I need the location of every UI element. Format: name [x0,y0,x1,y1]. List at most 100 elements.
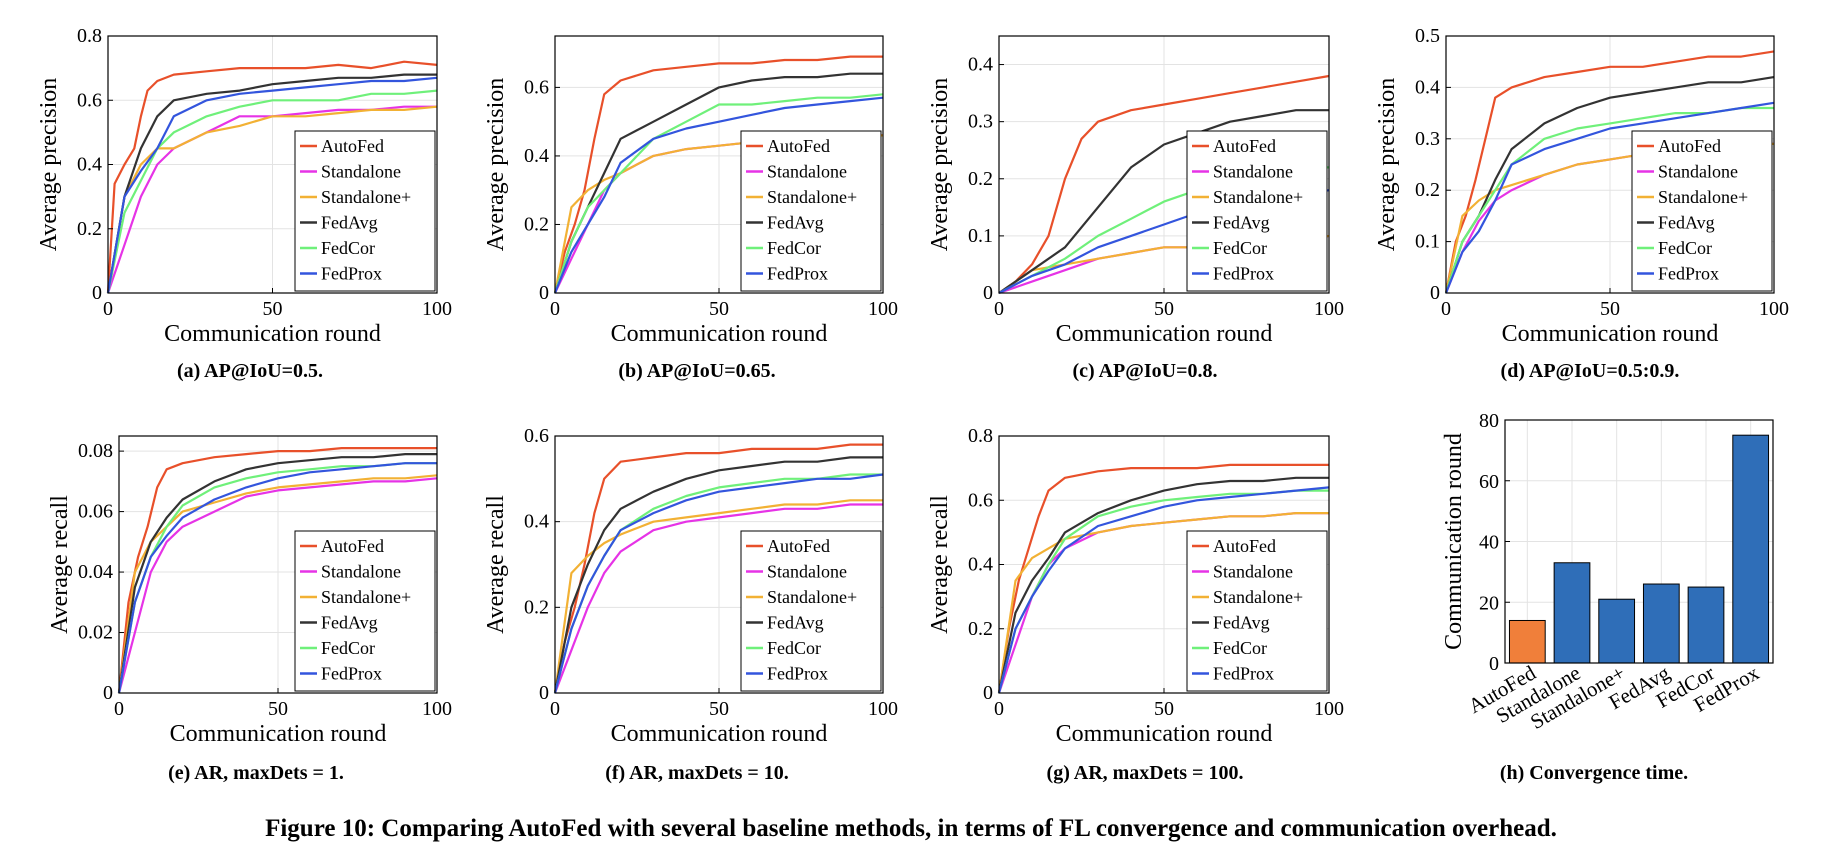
legend: AutoFed Standalone Standalone+ FedAvg FedCor… [294,130,436,292]
legend-label: FedAvg [1658,213,1715,233]
series-line-autofed [106,60,438,294]
y-tick-label: 0.08 [78,440,113,462]
legend-label: FedProx [321,664,382,684]
legend-label: FedAvg [767,213,824,233]
legend: AutoFed Standalone Standalone+ FedAvg FedCor… [294,530,436,692]
legend-label: FedAvg [321,613,378,633]
y-tick-label: 0 [983,282,993,304]
y-tick-label: 0 [983,682,993,704]
legend-label: FedCor [767,638,821,658]
x-axis-label: Communication round [611,321,828,347]
bar-standalone-plus [1598,598,1636,664]
series-line-standalone [553,503,883,694]
x-tick-label: 100 [1314,298,1344,320]
subfigure-caption: (f) AR, maxDets = 10. [605,762,789,784]
legend: AutoFed Standalone Standalone+ FedAvg FedCor… [740,130,882,292]
y-tick-label: 0.5 [1415,25,1440,47]
legend-box [294,130,436,292]
y-tick-label: 0.6 [524,76,549,98]
panel-g: 0 0.2 0.4 0.6 0.8 0 50 100 Communication round Av… [927,425,1344,784]
series-line-standalone [117,477,438,694]
legend: AutoFed Standalone Standalone+ FedAvg FedCor… [1631,130,1773,292]
bar-fedavg [1642,583,1680,664]
subfigure-caption: (g) AR, maxDets = 100. [1047,762,1244,784]
series-line-standalone-plus [553,499,883,694]
subfigure-caption: (d) AP@IoU=0.5:0.9. [1501,360,1680,382]
y-tick-label: 0.4 [524,511,549,533]
legend-label: Standalone+ [1658,187,1748,207]
subfigure-caption: (a) AP@IoU=0.5. [177,360,323,382]
series-line-standalone-plus [997,511,1329,694]
legend-label: Standalone [321,162,401,182]
y-tick-label: 0.4 [968,54,993,76]
x-tick-label: 50 [1154,698,1174,720]
y-tick-label: 0.4 [77,154,102,176]
y-tick-label: 0 [1430,282,1440,304]
legend-label: FedAvg [321,213,378,233]
legend-label: FedCor [1658,238,1712,258]
y-axis-label: Average precision [483,78,509,251]
panel-h: 020406080AutoFedStandaloneStandalone+Fed… [1441,410,1774,784]
y-tick-label: 0.1 [968,225,993,247]
legend-label: Standalone+ [321,187,411,207]
legend-box [1186,530,1328,692]
legend-label: Standalone+ [1213,187,1303,207]
y-tick-label: 0.2 [968,168,993,190]
legend-box [1631,130,1773,292]
y-tick-label: 0.2 [968,618,993,640]
y-tick-label: 0.4 [968,554,993,576]
legend-label: FedProx [1213,664,1274,684]
x-axis-label: Communication round [1502,321,1719,347]
x-tick-label: 100 [422,298,452,320]
panel-e: 0 0.02 0.04 0.06 0.08 0 50 100 Communication rou… [47,435,452,784]
x-tick-label: 50 [268,698,288,720]
y-tick-label: 0.6 [524,425,549,447]
legend-label: Standalone [321,562,401,582]
x-tick-label: 100 [422,698,452,720]
legend-label: FedAvg [1213,213,1270,233]
legend-label: Standalone [767,162,847,182]
x-tick-label: 0 [114,698,124,720]
y-axis-label: Average precision [36,78,62,251]
legend-label: Standalone+ [321,587,411,607]
y-tick-label: 0.8 [968,425,993,447]
legend: AutoFed Standalone Standalone+ FedAvg FedCor… [1186,530,1328,692]
legend-label: AutoFed [767,136,830,156]
series-line-fedprox [553,473,884,694]
subfigure-caption: (b) AP@IoU=0.65. [618,360,775,382]
y-axis-label: Average precision [1374,78,1400,251]
y-tick-label: 60 [1479,471,1499,493]
legend-label: FedProx [1658,264,1719,284]
legend-label: FedProx [1213,264,1274,284]
y-tick-label: 0.2 [524,596,549,618]
series-line-standalone-plus [106,105,438,294]
x-tick-label: 0 [103,298,113,320]
legend-label: Standalone [1213,562,1293,582]
series-line-fedcor [553,93,884,294]
x-tick-label: 100 [1314,698,1344,720]
y-tick-label: 0 [103,682,113,704]
legend-box [1186,130,1328,292]
x-tick-label: 0 [550,298,560,320]
legend-box [740,530,882,692]
subfigure-caption: (h) Convergence time. [1500,762,1688,784]
legend-label: FedProx [767,264,828,284]
legend-label: AutoFed [1658,136,1721,156]
legend: AutoFed Standalone Standalone+ FedAvg FedCor… [1186,130,1328,292]
legend-box [740,130,882,292]
y-axis-label: Average recall [927,495,953,634]
series-line-fedprox [106,76,438,294]
legend-label: Standalone+ [767,187,857,207]
legend-label: FedAvg [1213,613,1270,633]
legend: AutoFed Standalone Standalone+ FedAvg FedCor… [740,530,882,692]
x-tick-label: 0 [994,298,1004,320]
legend-label: Standalone [1658,162,1738,182]
y-tick-label: 0.4 [524,145,549,167]
y-tick-label: 0 [539,282,549,304]
series-line-fedprox [117,462,437,694]
y-tick-label: 40 [1479,532,1499,554]
series-line-fedprox [997,486,1330,694]
x-tick-label: 50 [1154,298,1174,320]
legend-label: FedProx [767,664,828,684]
